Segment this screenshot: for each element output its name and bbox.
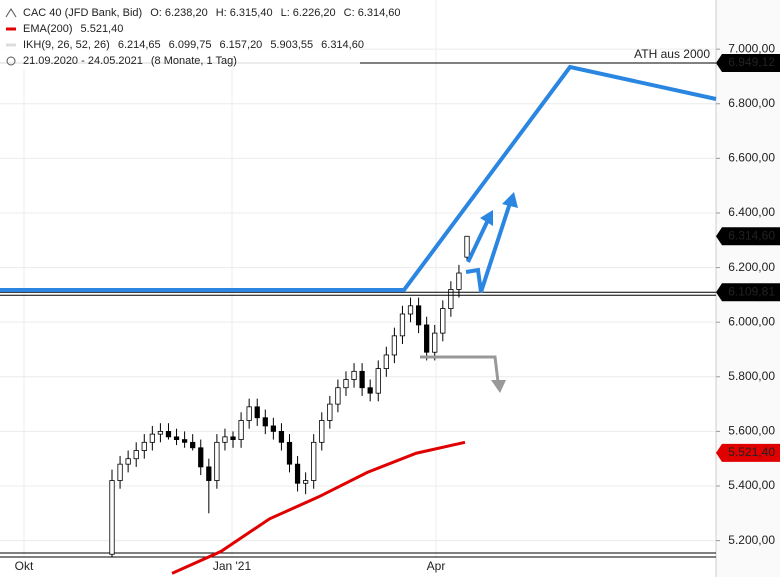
candle-body [165,431,172,438]
candle-body [270,425,276,432]
candle-body [246,406,252,421]
candle-body [448,289,454,309]
candle-body [214,441,220,481]
candle-body [238,420,244,440]
candle-body [391,335,398,356]
price-label: 6.949,12 [728,55,775,69]
header-text: 5.903,55 [270,39,313,51]
header-text: 6.214,65 [118,39,161,51]
y-tick-label: 5.400,00 [728,478,775,492]
price-label: 6.314,60 [728,228,775,242]
candle-body [432,332,438,353]
candle-body [254,406,260,419]
candle-body [327,403,333,421]
candle-body [294,463,301,484]
candle-body [399,313,406,337]
candle-body [383,354,389,370]
candle-body [456,272,462,290]
header-text: CAC 40 (JFD Bank, Bid) [23,7,142,19]
y-tick-label: 5.200,00 [728,533,775,547]
y-tick-label: 6.800,00 [728,96,775,110]
header-text: EMA(200) [23,23,73,35]
trend-drawing [0,64,717,292]
candle-body [351,370,357,380]
arrow-drawing [466,219,490,263]
y-tick-label: 5.600,00 [728,424,775,438]
candle-body [440,308,446,334]
header-text: IKH(9, 26, 52, 26) [23,39,110,51]
candle-body [125,458,131,465]
arrow-head [491,380,506,393]
candle-body [141,441,147,451]
header-text: C: 6.314,60 [344,7,401,19]
annotation: ATH aus 2000 [634,47,710,61]
candle-body [367,387,373,394]
price-marker [716,54,780,73]
candle-body [198,447,204,468]
candle-body [133,450,139,460]
candle-body [230,436,236,440]
header-text: 6.157,20 [219,39,262,51]
price-marker [716,227,780,246]
y-tick-label: 6.200,00 [728,260,775,274]
candle-body [222,436,228,443]
price-marker [716,283,780,302]
price-label: 6.109,81 [728,284,775,298]
candle-body [173,436,180,440]
candle-body [190,441,196,449]
candle-body [311,441,317,481]
icon [6,56,16,66]
icon [5,8,17,18]
header-text: 5.521,40 [81,23,124,35]
candle-body [335,387,341,405]
y-tick-label: 6.600,00 [728,151,775,165]
header-bg [0,0,360,70]
candle-body [206,466,212,481]
candle-body [303,480,309,484]
candle-body [117,463,123,481]
price-marker [716,443,780,462]
candle-body [181,439,188,443]
x-tick-label: Apr [427,559,446,573]
y-tick-label: 6.400,00 [728,205,775,219]
candle-body [359,370,365,389]
candle-body [375,368,381,394]
arrow-head [480,210,493,226]
candle-body [464,235,470,258]
header-text: 21.09.2020 - 24.05.2021 [23,55,143,67]
arrow-drawing [420,355,500,383]
ema-line [171,440,466,575]
header-text: H: 6.315,40 [216,7,273,19]
x-tick-label: Okt [15,559,34,573]
candle-body [262,417,268,427]
candle-body [424,324,430,353]
header-text: L: 6.226,20 [281,7,336,19]
candle-body [415,305,422,326]
candle-body [149,433,155,443]
price-label: 5.521,40 [728,445,775,459]
candle-body [157,431,164,435]
arrow-drawing [465,202,512,293]
arrow-head [502,192,518,208]
candle-body [109,480,115,555]
x-tick-label: Jan '21 [213,559,252,573]
candle-body [343,379,349,389]
header-text: 6.314,60 [321,39,364,51]
candle-body [407,305,414,315]
candle-body [286,441,293,465]
y-tick-label: 6.000,00 [728,314,775,328]
candle-body [278,431,285,443]
y-tick-label: 7.000,00 [728,41,775,55]
header-text: O: 6.238,20 [150,7,208,19]
candle-body [319,420,325,443]
header-text: (8 Monate, 1 Tag) [151,55,237,67]
y-tick-label: 5.800,00 [728,369,775,383]
header-text: 6.099,75 [169,39,212,51]
